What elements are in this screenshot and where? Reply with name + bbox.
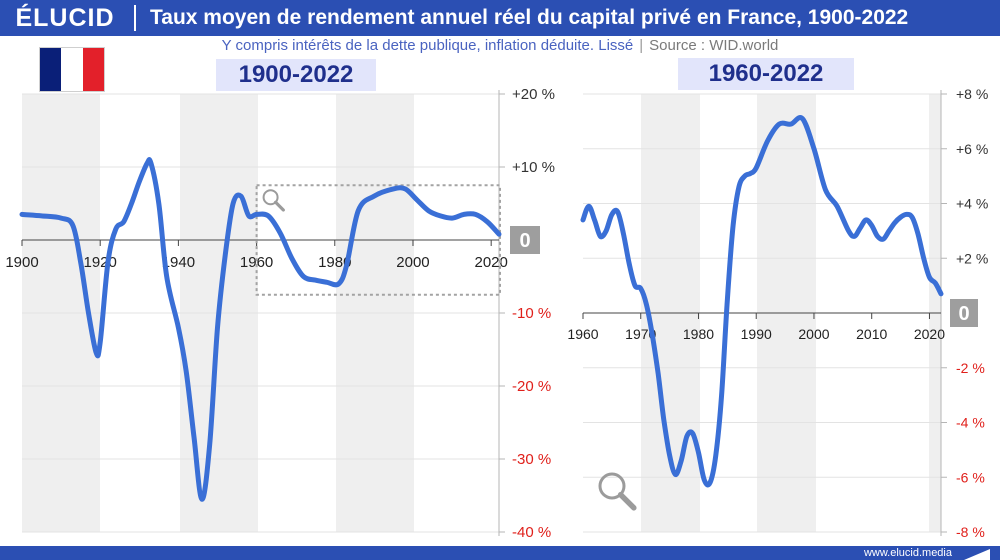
y-tick-label: -40 % bbox=[512, 524, 551, 541]
y-tick-label: +8 % bbox=[956, 86, 988, 102]
brand-logo[interactable]: ÉLUCID bbox=[15, 4, 115, 32]
y-tick-label: +10 % bbox=[512, 159, 555, 176]
x-tick-label: 1920 bbox=[84, 254, 117, 271]
x-tick-label: 1900 bbox=[5, 254, 38, 271]
x-tick-label: 1990 bbox=[741, 326, 772, 342]
zero-badge-label: 0 bbox=[958, 303, 969, 325]
y-tick-label: +6 % bbox=[956, 141, 988, 157]
zoom-large-icon bbox=[598, 472, 637, 511]
chart-panel-1: +20 % +10 % -10 % -20 % -30 % -40 % 1900 1920 19… bbox=[5, 86, 555, 541]
period-label-right: 1960-2022 bbox=[678, 58, 854, 90]
x-tick-label: 1940 bbox=[162, 254, 195, 271]
subtitle-text: Y compris intérêts de la dette publique,… bbox=[221, 37, 634, 54]
zoom-small-icon bbox=[262, 189, 285, 212]
zero-badge bbox=[950, 299, 978, 327]
series-line bbox=[19, 157, 502, 502]
chart-subtitle: Y compris intérêts de la dette publique,… bbox=[0, 37, 1000, 54]
subtitle-separator: | bbox=[639, 37, 644, 54]
y-tick-label: -4 % bbox=[956, 415, 985, 431]
header-bar: ÉLUCID Taux moyen de rendement annuel ré… bbox=[0, 0, 1000, 36]
x-tick-label: 1970 bbox=[625, 326, 656, 342]
x-tick-label: 2000 bbox=[396, 254, 429, 271]
footer-url[interactable]: www.elucid.media bbox=[863, 547, 952, 559]
zoom-region-box bbox=[255, 184, 501, 296]
y-tick-label: +2 % bbox=[956, 250, 988, 266]
series-line bbox=[580, 115, 944, 488]
chart-panel-2: +8 % +6 % +4 % +2 % -2 % -4 % -6 % -8 % 1960 1970… bbox=[567, 86, 988, 540]
x-tick-label: 2010 bbox=[856, 326, 887, 342]
y-tick-label: +20 % bbox=[512, 86, 555, 103]
france-flag-icon bbox=[40, 48, 104, 91]
x-tick-label: 2020 bbox=[914, 326, 945, 342]
source-text: Source : WID.world bbox=[649, 37, 779, 54]
y-tick-label: -10 % bbox=[512, 305, 551, 322]
logo-divider bbox=[134, 5, 136, 31]
x-tick-label: 1960 bbox=[240, 254, 273, 271]
y-tick-label: -30 % bbox=[512, 451, 551, 468]
x-tick-label: 1960 bbox=[567, 326, 598, 342]
y-tick-label: -8 % bbox=[956, 524, 985, 540]
chart-title: Taux moyen de rendement annuel réel du c… bbox=[150, 6, 909, 29]
brand-mark-icon bbox=[964, 549, 990, 560]
x-tick-label: 1980 bbox=[318, 254, 351, 271]
y-tick-label: -2 % bbox=[956, 360, 985, 376]
zero-badge-label: 0 bbox=[519, 230, 530, 252]
y-tick-label: -20 % bbox=[512, 378, 551, 395]
y-tick-label: -6 % bbox=[956, 469, 985, 485]
x-tick-label: 1980 bbox=[683, 326, 714, 342]
period-label-left: 1900-2022 bbox=[216, 59, 376, 91]
zero-badge bbox=[510, 226, 540, 254]
x-tick-label: 2020 bbox=[474, 254, 507, 271]
footer-bar: www.elucid.media bbox=[0, 546, 1000, 560]
x-tick-label: 2000 bbox=[798, 326, 829, 342]
y-tick-label: +4 % bbox=[956, 196, 988, 212]
